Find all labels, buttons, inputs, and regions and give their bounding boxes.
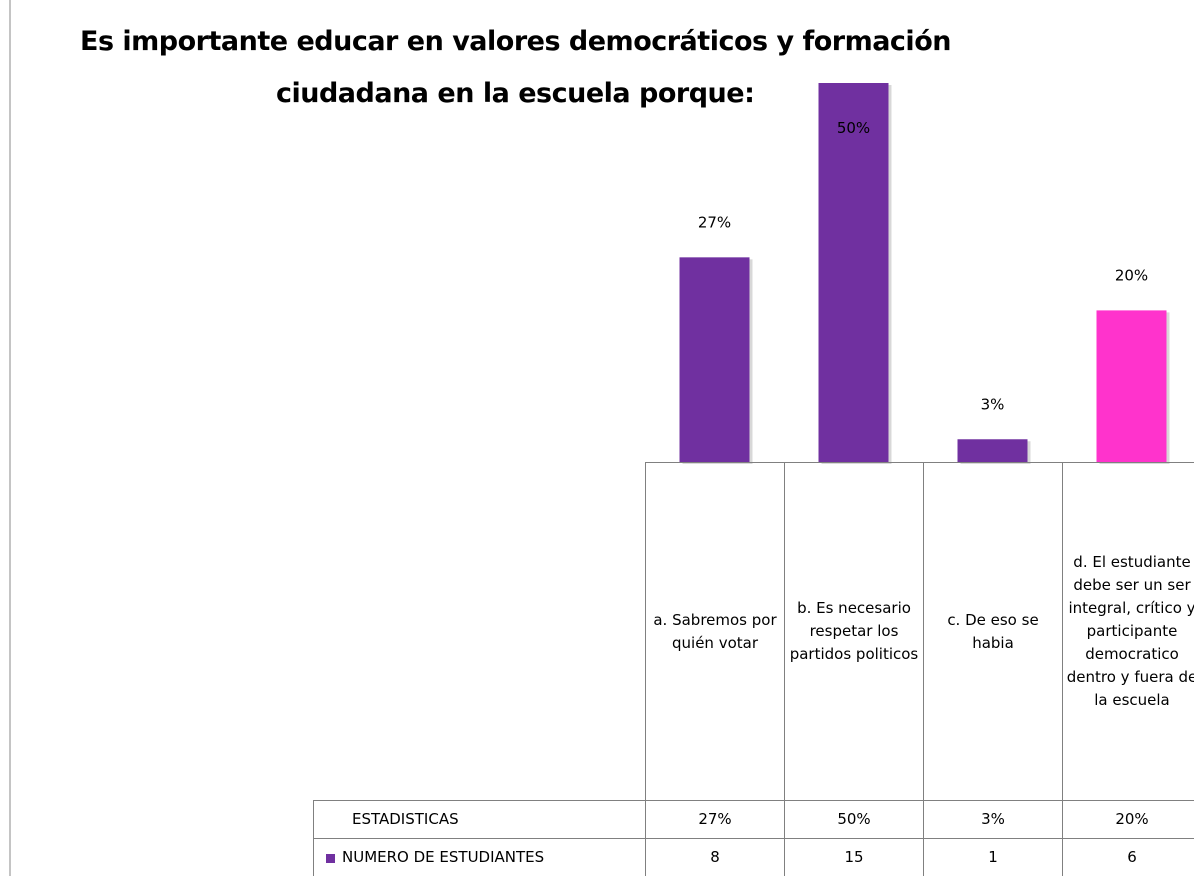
legend-key (326, 854, 335, 863)
bar (679, 257, 750, 462)
table-cell: 6 (1062, 838, 1194, 876)
table-cell: 27% (645, 800, 785, 839)
table-cell: 15 (784, 838, 924, 876)
table-cell: 50% (784, 800, 924, 839)
bar (818, 83, 889, 462)
category-label: d. El estudiante debe ser un ser integra… (1062, 462, 1194, 801)
row-label: NUMERO DE ESTUDIANTES (313, 838, 646, 876)
category-label: a. Sabremos por quién votar (645, 462, 785, 801)
data-label: 20% (1115, 266, 1148, 284)
data-label: 50% (837, 119, 870, 137)
table-cell: 1 (923, 838, 1063, 876)
data-label: 3% (981, 395, 1005, 413)
table-cell: 3% (923, 800, 1063, 839)
data-label: 27% (698, 213, 731, 231)
chart-title: ciudadana en la escuela porque: (276, 78, 755, 109)
table-cell: 20% (1062, 800, 1194, 839)
chart-title: Es importante educar en valores democrát… (80, 26, 951, 57)
bar (957, 439, 1028, 462)
bar (1096, 310, 1167, 462)
row-label: ESTADISTICAS (313, 800, 646, 839)
table-cell: 8 (645, 838, 785, 876)
category-label: b. Es necesario respetar los partidos po… (784, 462, 924, 801)
category-label: c. De eso se habia (923, 462, 1063, 801)
